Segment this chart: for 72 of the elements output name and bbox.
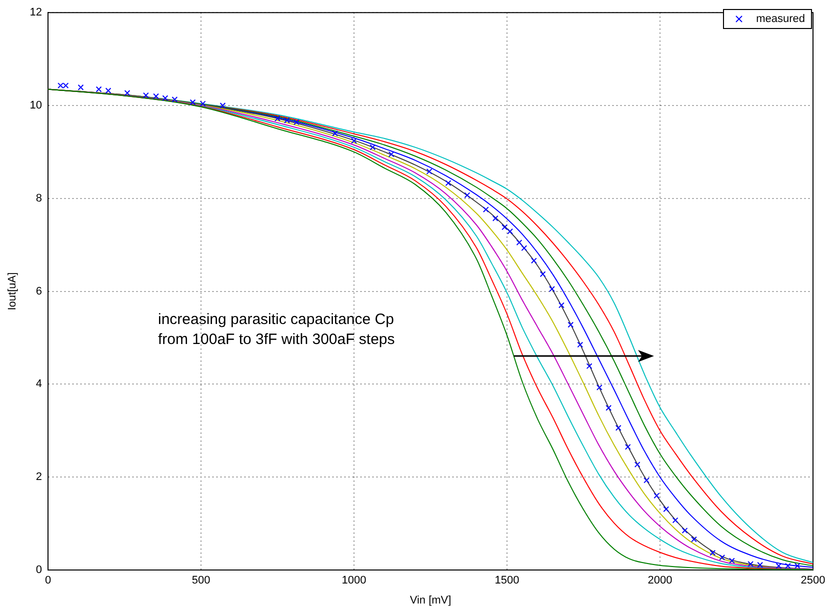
point bbox=[521, 245, 528, 252]
point bbox=[549, 286, 555, 292]
point bbox=[757, 562, 764, 568]
point bbox=[190, 99, 196, 106]
point bbox=[388, 151, 394, 158]
y-tick-label: 10 bbox=[30, 100, 42, 112]
y-tick-label: 2 bbox=[36, 471, 42, 484]
legend-label: measured bbox=[756, 12, 805, 26]
point bbox=[690, 536, 697, 542]
point bbox=[654, 492, 660, 499]
point bbox=[682, 528, 688, 534]
point bbox=[710, 550, 716, 556]
point bbox=[784, 562, 791, 569]
point bbox=[96, 86, 102, 92]
point bbox=[568, 322, 574, 328]
point bbox=[794, 562, 800, 569]
point bbox=[634, 462, 640, 468]
y-axis-title: Iout[uA] bbox=[6, 272, 19, 310]
point bbox=[78, 84, 84, 90]
point bbox=[719, 554, 726, 560]
point bbox=[426, 168, 432, 174]
point bbox=[624, 444, 631, 450]
point bbox=[586, 363, 592, 370]
x-tick-label: 2500 bbox=[800, 574, 826, 587]
y-tick-label: 6 bbox=[36, 285, 42, 298]
y-tick-label: 12 bbox=[30, 6, 42, 19]
point bbox=[332, 130, 338, 136]
point bbox=[142, 92, 149, 98]
y-tick-label: 4 bbox=[36, 378, 42, 390]
annotation: increasing parasitic capacitance Cp from 100aF to 3fF with 300aF steps bbox=[158, 310, 395, 350]
point bbox=[596, 384, 602, 390]
x-tick-label: 1000 bbox=[342, 574, 366, 587]
point bbox=[351, 138, 357, 144]
point bbox=[293, 119, 300, 126]
y-tick-label: 8 bbox=[36, 192, 42, 204]
point bbox=[162, 95, 168, 102]
point bbox=[672, 517, 678, 524]
point bbox=[172, 96, 178, 102]
point bbox=[62, 82, 69, 88]
point bbox=[540, 271, 546, 278]
point bbox=[492, 215, 498, 222]
x-tick-label: 1500 bbox=[494, 574, 520, 587]
point bbox=[58, 82, 64, 88]
point bbox=[445, 180, 452, 186]
x-axis-title: Vin [mV] bbox=[410, 594, 452, 606]
y-tick-label: 0 bbox=[36, 564, 42, 576]
point bbox=[530, 258, 537, 264]
point bbox=[482, 206, 489, 213]
point bbox=[615, 424, 622, 431]
point bbox=[507, 228, 514, 234]
point bbox=[606, 404, 612, 411]
point bbox=[200, 100, 206, 107]
point bbox=[153, 93, 159, 100]
x-tick-label: 2000 bbox=[648, 574, 672, 587]
point bbox=[274, 116, 280, 122]
point bbox=[502, 224, 508, 230]
point bbox=[220, 102, 226, 108]
x-tick-label: 0 bbox=[44, 574, 52, 587]
point bbox=[776, 562, 782, 569]
x-tick-label: 500 bbox=[192, 574, 210, 587]
point bbox=[284, 117, 290, 124]
point bbox=[558, 302, 564, 308]
point bbox=[464, 192, 470, 198]
point bbox=[577, 342, 584, 348]
point bbox=[124, 90, 130, 96]
point bbox=[663, 506, 670, 512]
point bbox=[728, 558, 735, 564]
point bbox=[644, 477, 650, 484]
point bbox=[370, 144, 376, 150]
point bbox=[516, 240, 522, 246]
point bbox=[105, 88, 112, 94]
point bbox=[748, 560, 754, 567]
